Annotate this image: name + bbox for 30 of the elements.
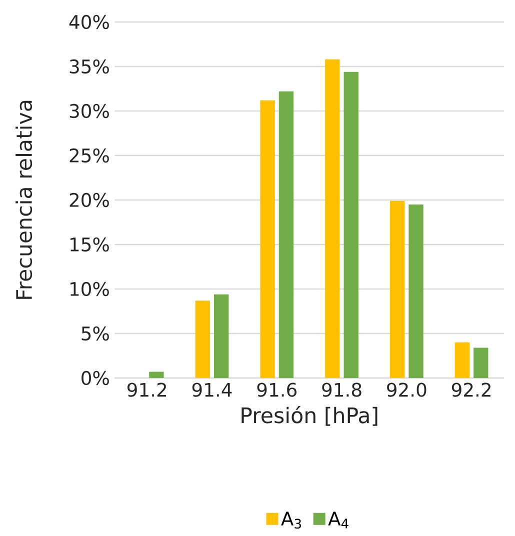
bar — [454, 342, 470, 378]
y-tick-label: 30% — [70, 104, 109, 118]
bar — [408, 204, 424, 378]
bar — [195, 300, 210, 378]
bar — [260, 100, 275, 378]
x-tick-label: 91.8 — [322, 382, 362, 397]
x-axis-title: Presión [hPa] — [242, 406, 378, 426]
x-tick-label: 91.6 — [257, 382, 296, 397]
bar — [214, 294, 229, 378]
bar — [325, 59, 340, 378]
y-tick-label: 40% — [69, 14, 109, 30]
y-tick-label: 20% — [70, 192, 109, 208]
legend-label: A$_{4}$ — [328, 512, 348, 528]
y-axis-title: Frecuencia relativa — [16, 100, 32, 299]
y-tick-label: 35% — [70, 59, 109, 74]
bar — [474, 348, 488, 378]
y-tick-label: 10% — [70, 282, 109, 296]
y-tick-label: 15% — [70, 237, 109, 252]
x-tick-label: 92.0 — [387, 382, 426, 397]
x-tick-label: 91.2 — [128, 382, 166, 397]
x-tick-label: 92.2 — [452, 382, 490, 397]
bar — [149, 372, 164, 378]
bar — [278, 91, 294, 378]
legend-label: A$_{3}$ — [281, 512, 301, 529]
bar — [344, 72, 358, 378]
y-tick-label: 0% — [82, 370, 109, 386]
bar — [390, 200, 405, 378]
y-tick-label: 5% — [82, 326, 109, 341]
x-tick-label: 91.4 — [192, 382, 232, 397]
y-tick-label: 25% — [70, 148, 109, 163]
